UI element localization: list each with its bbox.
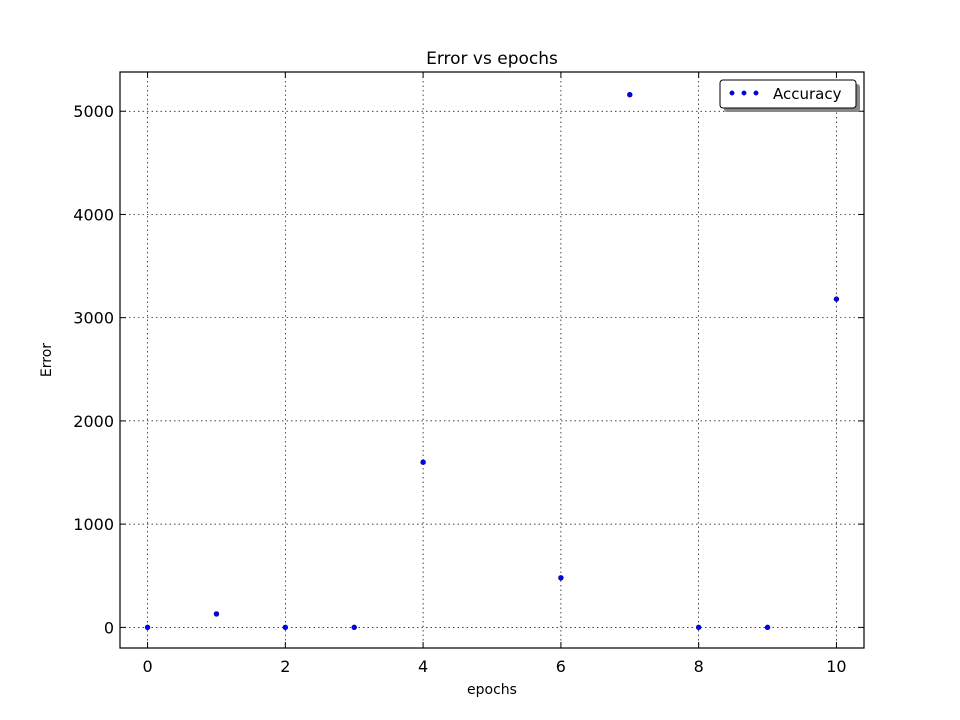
x-axis-label: epochs <box>467 682 517 698</box>
x-tick-label: 10 <box>826 657 846 676</box>
y-tick-label: 4000 <box>73 205 114 224</box>
scatter-point <box>420 459 426 465</box>
y-tick-label: 1000 <box>73 515 114 534</box>
y-tick-label: 2000 <box>73 412 114 431</box>
x-tick-label: 6 <box>556 657 566 676</box>
y-tick-label: 0 <box>104 618 114 637</box>
legend-box <box>719 79 857 109</box>
y-tick-label: 3000 <box>73 309 114 328</box>
scatter-point <box>282 624 289 631</box>
grid-lines <box>120 72 864 648</box>
legend-label: Accuracy <box>773 85 842 103</box>
scatter-point <box>764 624 771 631</box>
x-tick-label: 0 <box>142 657 152 676</box>
chart-title: Error vs epochs <box>426 49 558 69</box>
x-tick-label: 4 <box>418 657 428 676</box>
scatter-point <box>144 624 151 631</box>
y-tick-label: 5000 <box>73 102 114 121</box>
axis-ticks: 0 2 4 6 8 10 0 1000 2000 3000 4000 5000 <box>73 72 864 676</box>
x-tick-label: 8 <box>694 657 704 676</box>
y-axis-label: Error <box>39 343 55 377</box>
legend-marker <box>753 90 759 96</box>
legend-marker <box>741 90 747 96</box>
x-tick-label: 2 <box>280 657 290 676</box>
scatter-point <box>558 575 564 581</box>
scatter-point <box>351 624 357 631</box>
scatter-point <box>213 611 220 617</box>
plot-frame <box>119 71 865 649</box>
legend: Accuracy <box>719 79 860 112</box>
scatter-point <box>695 624 702 631</box>
legend-marker <box>729 90 735 96</box>
scatter-point <box>627 92 633 98</box>
scatter-point <box>833 296 840 302</box>
data-points <box>144 92 840 631</box>
